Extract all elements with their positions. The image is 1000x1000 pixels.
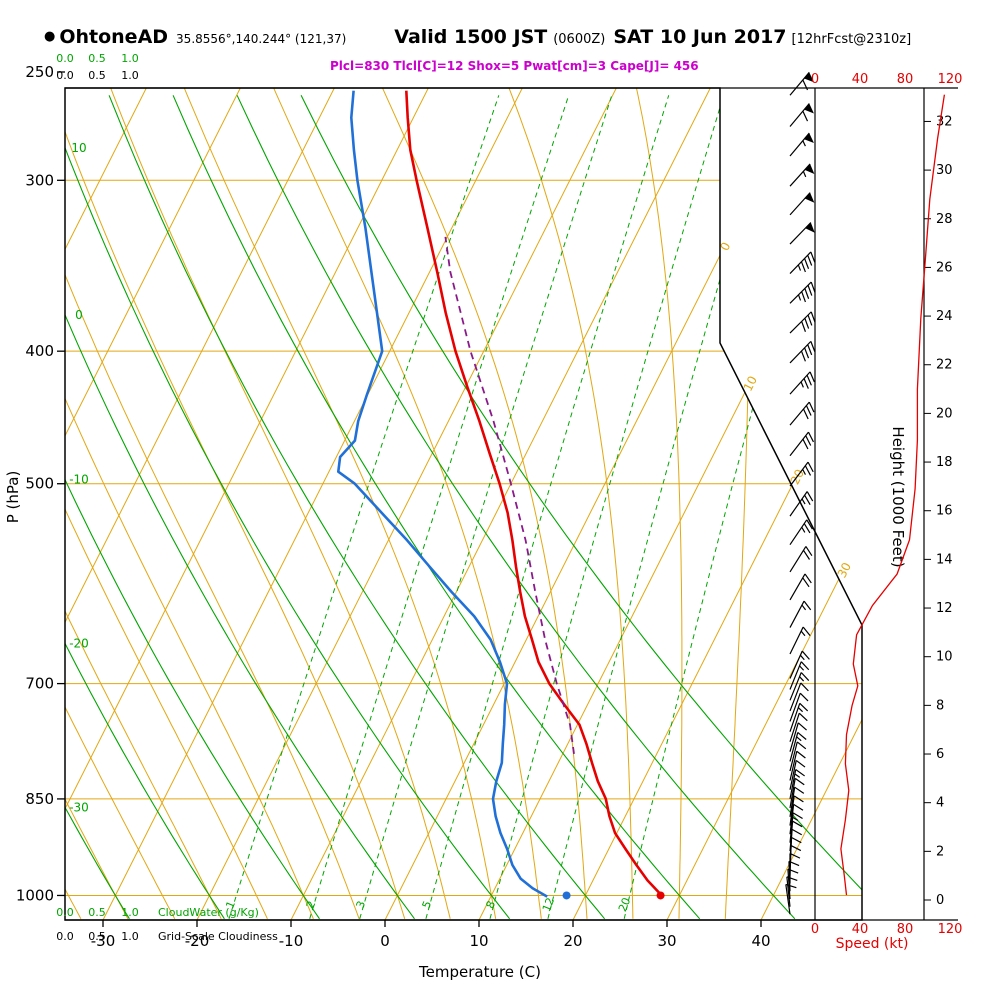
svg-text:0: 0 xyxy=(936,893,944,908)
forecast-tag: [12hrFcst@2310z] xyxy=(791,32,912,47)
svg-text:40: 40 xyxy=(852,72,869,87)
scale-tick: 1.0 xyxy=(121,52,139,65)
svg-text:24: 24 xyxy=(936,309,953,324)
svg-text:120: 120 xyxy=(938,72,963,87)
scale-tick: 1.0 xyxy=(121,69,139,82)
speed-panel: 0246810121416182022242628303200404080801… xyxy=(811,72,963,952)
skewt-grid xyxy=(65,88,862,920)
svg-text:32: 32 xyxy=(936,114,953,129)
svg-text:8: 8 xyxy=(936,698,944,713)
scale-tick: 0.5 xyxy=(88,930,106,943)
svg-text:3: 3 xyxy=(354,899,369,910)
svg-text:-30: -30 xyxy=(69,800,89,814)
svg-text:0: 0 xyxy=(380,932,390,950)
surface-temp-dot xyxy=(656,891,665,900)
svg-text:-10: -10 xyxy=(69,473,89,487)
temperature-axis-label: Temperature (C) xyxy=(418,963,541,981)
svg-text:120: 120 xyxy=(938,922,963,937)
svg-text:6: 6 xyxy=(936,747,944,762)
svg-text:-30: -30 xyxy=(91,932,116,950)
svg-text:850: 850 xyxy=(25,790,54,808)
svg-text:40: 40 xyxy=(852,922,869,937)
svg-text:0: 0 xyxy=(75,308,83,322)
svg-text:40: 40 xyxy=(751,932,770,950)
temperature-curve xyxy=(405,90,664,898)
cloudiness-scale-top: 0.0 0.5 1.0 xyxy=(0,69,1000,83)
svg-text:22: 22 xyxy=(936,358,953,373)
stability-parameters: Plcl=830 Tlcl[C]=12 Shox=5 Pwat[cm]=3 Ca… xyxy=(330,59,699,73)
svg-text:0: 0 xyxy=(811,72,819,87)
svg-text:400: 400 xyxy=(25,342,54,360)
valid-zulu: (0600Z) xyxy=(553,32,606,47)
svg-text:5: 5 xyxy=(420,899,435,910)
scale-tick: 0.5 xyxy=(88,906,106,919)
svg-text:10: 10 xyxy=(71,141,86,155)
height-axis-label: Height (1000 Feet) xyxy=(889,426,907,567)
scale-tick: 0.0 xyxy=(56,69,74,82)
svg-text:20: 20 xyxy=(563,932,582,950)
svg-text:12: 12 xyxy=(540,896,557,914)
svg-text:28: 28 xyxy=(936,212,953,227)
surface-dewpoint-dot xyxy=(562,891,571,900)
valid-date: SAT 10 Jun 2017 xyxy=(613,26,787,48)
svg-text:4: 4 xyxy=(936,796,944,811)
cloudwater-scale-bottom: 0.0 0.5 1.0 CloudWater (g/Kg) xyxy=(0,906,1000,920)
svg-text:26: 26 xyxy=(936,260,953,275)
cloudwater-scale-top: 0.0 0.5 1.0 xyxy=(0,52,1000,66)
svg-text:-20: -20 xyxy=(185,932,210,950)
cloudwater-axis-label: CloudWater (g/Kg) xyxy=(158,906,259,919)
svg-text:12: 12 xyxy=(936,601,953,616)
cloudiness-scale-bottom: 0.0 0.5 1.0 Grid-Scale Cloudiness xyxy=(0,930,1000,944)
svg-text:30: 30 xyxy=(936,163,953,178)
scale-tick: 0.0 xyxy=(56,906,74,919)
parcel-curve xyxy=(444,236,575,755)
svg-text:20: 20 xyxy=(616,896,633,914)
sounding-curves xyxy=(337,90,664,898)
svg-text:30: 30 xyxy=(657,932,676,950)
pressure-axis-label: P (hPa) xyxy=(4,471,22,524)
svg-text:-10: -10 xyxy=(279,932,304,950)
surface-dots xyxy=(562,891,665,900)
svg-text:-20: -20 xyxy=(69,636,89,650)
scale-tick: 1.0 xyxy=(121,906,139,919)
chart-header: ● OhtoneAD 35.8556°,140.244° (121,37) Valid… xyxy=(44,26,911,48)
svg-text:80: 80 xyxy=(897,922,914,937)
svg-text:80: 80 xyxy=(897,72,914,87)
scale-tick: 0.5 xyxy=(88,69,106,82)
cloudiness-axis-label: Grid-Scale Cloudiness xyxy=(158,930,278,943)
station-bullet-icon: ● xyxy=(44,29,56,44)
temperature-axis: -30 -20 -10 0 10 20 30 40 Temperature (C) xyxy=(91,920,771,981)
station-name: OhtoneAD xyxy=(59,26,169,48)
scale-tick: 0.5 xyxy=(88,52,106,65)
wind-speed-curve xyxy=(840,94,946,896)
svg-text:700: 700 xyxy=(25,675,54,693)
svg-text:300: 300 xyxy=(25,171,54,189)
svg-text:8: 8 xyxy=(483,899,498,910)
scale-tick: 0.0 xyxy=(56,930,74,943)
scale-tick: 1.0 xyxy=(121,930,139,943)
svg-text:10: 10 xyxy=(936,650,953,665)
svg-text:10: 10 xyxy=(469,932,488,950)
wind-barbs xyxy=(785,71,816,915)
valid-time: Valid 1500 JST xyxy=(394,26,548,48)
speed-axis-label: Speed (kt) xyxy=(836,936,909,952)
svg-text:14: 14 xyxy=(936,552,953,567)
svg-text:30: 30 xyxy=(835,560,854,580)
scale-tick: 0.0 xyxy=(56,52,74,65)
svg-text:10: 10 xyxy=(741,374,760,394)
svg-text:500: 500 xyxy=(25,475,54,493)
svg-text:20: 20 xyxy=(936,406,953,421)
svg-text:250: 250 xyxy=(25,63,54,81)
pressure-axis: 250 300 400 500 700 850 1000 P (hPa) xyxy=(4,63,65,904)
svg-text:2: 2 xyxy=(304,899,319,910)
svg-text:16: 16 xyxy=(936,504,953,519)
dewpoint-curve xyxy=(337,90,548,898)
svg-text:1000: 1000 xyxy=(16,886,54,904)
svg-text:0: 0 xyxy=(811,922,819,937)
svg-text:18: 18 xyxy=(936,455,953,470)
svg-text:1: 1 xyxy=(223,899,238,910)
svg-text:2: 2 xyxy=(936,844,944,859)
station-coords: 35.8556°,140.244° (121,37) xyxy=(176,32,347,46)
